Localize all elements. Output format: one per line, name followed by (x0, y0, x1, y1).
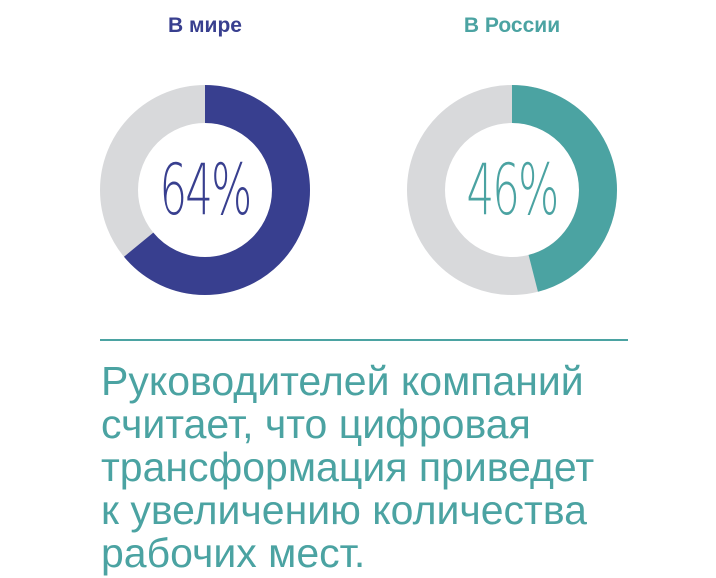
russia-donut-chart: 46% (407, 85, 617, 295)
russia-donut-arc (407, 85, 617, 295)
caption-text: Руководителей компаний считает, что цифр… (101, 360, 661, 575)
caption-line: Руководителей компаний (101, 358, 584, 404)
caption-line: считает, что цифровая (101, 401, 531, 447)
russia-percentage: 46% (466, 149, 560, 231)
world-percentage: 64% (159, 149, 253, 231)
world-donut-arc (100, 85, 310, 295)
caption-line: трансформация приведет (101, 444, 595, 490)
caption-line: к увеличению количества (101, 487, 587, 533)
divider-line (100, 339, 628, 341)
caption-line: рабочих мест. (101, 530, 366, 576)
world-donut-chart: 64% (100, 85, 310, 295)
russia-title: В России (463, 14, 561, 37)
world-title: В мире (168, 14, 242, 37)
